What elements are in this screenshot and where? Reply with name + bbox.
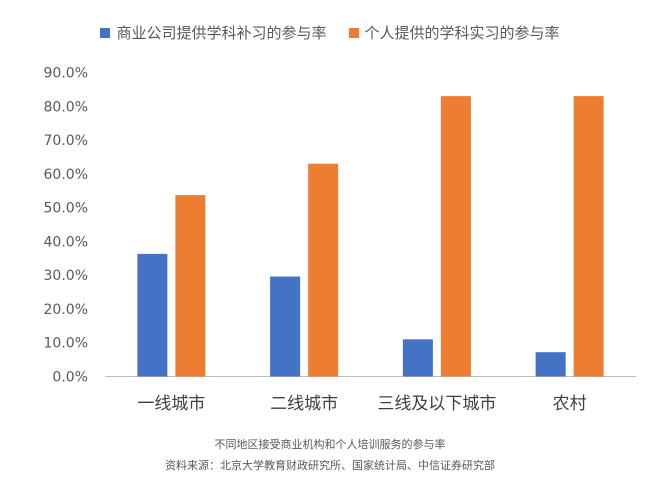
legend-swatch-series-1 xyxy=(100,27,111,38)
bar-series-2 xyxy=(440,96,471,377)
y-tick-label: 10.0% xyxy=(44,336,88,352)
x-category-label: 三线及以下城市 xyxy=(377,394,496,414)
y-tick-label: 20.0% xyxy=(44,302,88,318)
chart-source: 资料来源：北京大学教育财政研究所、国家统计局、中信证券研究部 xyxy=(165,459,495,472)
legend-swatch-series-2 xyxy=(348,27,359,38)
bar-series-2 xyxy=(175,195,206,377)
x-category-label: 农村 xyxy=(553,394,587,414)
legend-item-series-1: 商业公司提供学科补习的参与率 xyxy=(100,22,327,43)
y-tick-label: 60.0% xyxy=(44,167,88,183)
bar-series-2 xyxy=(308,163,339,377)
bar-series-1 xyxy=(402,339,433,377)
legend-item-series-2: 个人提供的学科实习的参与率 xyxy=(348,22,560,43)
x-category-label: 一线城市 xyxy=(137,394,205,414)
y-tick-label: 70.0% xyxy=(44,133,88,149)
bar-series-2 xyxy=(573,96,604,377)
y-tick-label: 40.0% xyxy=(44,234,88,250)
y-tick-label: 90.0% xyxy=(44,66,88,82)
chart-caption: 不同地区接受商业机构和个人培训服务的参与率 xyxy=(214,438,446,451)
y-tick-label: 80.0% xyxy=(44,99,88,115)
bar-series-1 xyxy=(535,352,566,377)
chart-legend: 商业公司提供学科补习的参与率 个人提供的学科实习的参与率 xyxy=(0,22,660,43)
y-tick-label: 30.0% xyxy=(44,268,88,284)
bar-series-1 xyxy=(270,276,301,377)
y-tick-label: 50.0% xyxy=(44,201,88,217)
legend-label-series-2: 个人提供的学科实习的参与率 xyxy=(364,24,560,42)
bar-series-1 xyxy=(137,253,168,377)
x-category-label: 二线城市 xyxy=(270,394,338,414)
bar-chart: 0.0% 10.0% 20.0% 30.0% 40.0% 50.0% 60.0% 70.0% 8… xyxy=(44,66,636,414)
y-tick-label: 0.0% xyxy=(52,370,88,386)
legend-label-series-1: 商业公司提供学科补习的参与率 xyxy=(116,24,327,42)
